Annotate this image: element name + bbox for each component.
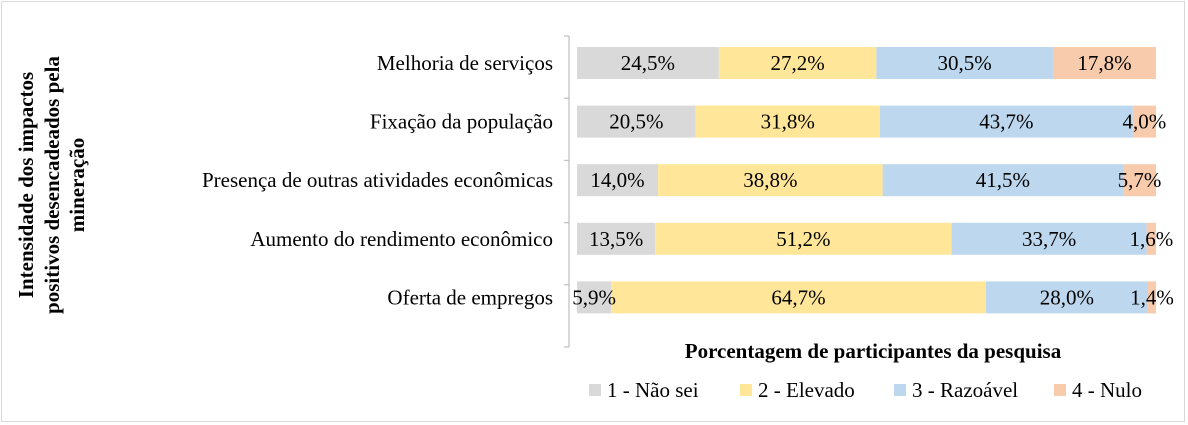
bar-segment bbox=[985, 281, 1148, 314]
y-axis-title-line: Intensidade dos impactos bbox=[14, 72, 38, 298]
x-axis-title: Porcentagem de participantes da pesquisa bbox=[685, 339, 1062, 363]
category-label: Oferta de empregos bbox=[387, 285, 553, 309]
bar-segment bbox=[876, 47, 1053, 79]
data-labels: 24,5% 27,2% 30,5% 17,8% 20,5% 31,8% 43,7% 4,0% 1… bbox=[572, 51, 1174, 309]
category-labels: Melhoria de serviços Fixação da população… bbox=[202, 51, 553, 309]
category-label: Fixação da população bbox=[370, 110, 553, 134]
legend-swatch bbox=[589, 384, 601, 396]
legend-label: 3 - Razoável bbox=[912, 378, 1018, 402]
bar-segment bbox=[658, 164, 883, 197]
y-axis-title: Intensidade dos impactos positivos desenc… bbox=[14, 56, 89, 314]
bar-segment bbox=[1146, 222, 1156, 255]
legend-swatch bbox=[894, 384, 906, 396]
legend-label: 4 - Nulo bbox=[1072, 378, 1142, 402]
bar-segment bbox=[655, 222, 952, 255]
data-label: 51,2% bbox=[776, 227, 830, 251]
data-label: 43,7% bbox=[979, 110, 1033, 134]
category-label: Melhoria de serviços bbox=[377, 51, 553, 75]
y-axis-title-line: mineração bbox=[65, 138, 89, 232]
category-label: Presença de outras atividades econômicas bbox=[202, 168, 553, 192]
data-label: 38,8% bbox=[743, 168, 797, 192]
data-label: 27,2% bbox=[770, 51, 824, 75]
bar-segment bbox=[882, 164, 1123, 197]
bar-segment bbox=[1052, 47, 1156, 79]
data-label: 5,9% bbox=[572, 285, 616, 309]
data-label: 1,4% bbox=[1130, 285, 1174, 309]
bar-segment bbox=[951, 222, 1147, 255]
y-axis bbox=[564, 35, 570, 348]
data-label: 14,0% bbox=[590, 168, 644, 192]
data-label: 17,8% bbox=[1077, 51, 1131, 75]
legend: 1 - Não sei 2 - Elevado 3 - Razoável 4 - Nu… bbox=[589, 378, 1142, 402]
bar-segment bbox=[577, 164, 659, 197]
data-label: 4,0% bbox=[1123, 110, 1167, 134]
bar-segment bbox=[577, 222, 656, 255]
bar-segment bbox=[879, 105, 1133, 138]
data-label: 30,5% bbox=[938, 51, 992, 75]
legend-label: 1 - Não sei bbox=[607, 378, 699, 402]
data-label: 41,5% bbox=[976, 168, 1030, 192]
category-label: Aumento do rendimento econômico bbox=[250, 227, 553, 251]
data-label: 24,5% bbox=[621, 51, 675, 75]
bar-segment bbox=[718, 47, 877, 79]
bar-segment bbox=[577, 47, 719, 79]
bar-segment bbox=[1132, 105, 1156, 138]
legend-swatch bbox=[1054, 384, 1066, 396]
data-label: 20,5% bbox=[609, 110, 663, 134]
bar-segment bbox=[1122, 164, 1156, 197]
data-label: 33,7% bbox=[1022, 227, 1076, 251]
data-label: 5,7% bbox=[1118, 168, 1162, 192]
bar-segment bbox=[695, 105, 880, 138]
bar-segment bbox=[577, 105, 696, 138]
bar-segment bbox=[1147, 281, 1156, 314]
bars bbox=[577, 47, 1156, 314]
data-label: 28,0% bbox=[1040, 285, 1094, 309]
data-label: 64,7% bbox=[771, 285, 825, 309]
y-axis-title-line: positivos desencadeados pela bbox=[40, 56, 64, 314]
data-label: 1,6% bbox=[1129, 227, 1173, 251]
data-label: 13,5% bbox=[589, 227, 643, 251]
bar-segment bbox=[577, 281, 612, 314]
bar-segment bbox=[611, 281, 986, 314]
legend-swatch bbox=[740, 384, 752, 396]
legend-label: 2 - Elevado bbox=[758, 378, 855, 402]
data-label: 31,8% bbox=[761, 110, 815, 134]
